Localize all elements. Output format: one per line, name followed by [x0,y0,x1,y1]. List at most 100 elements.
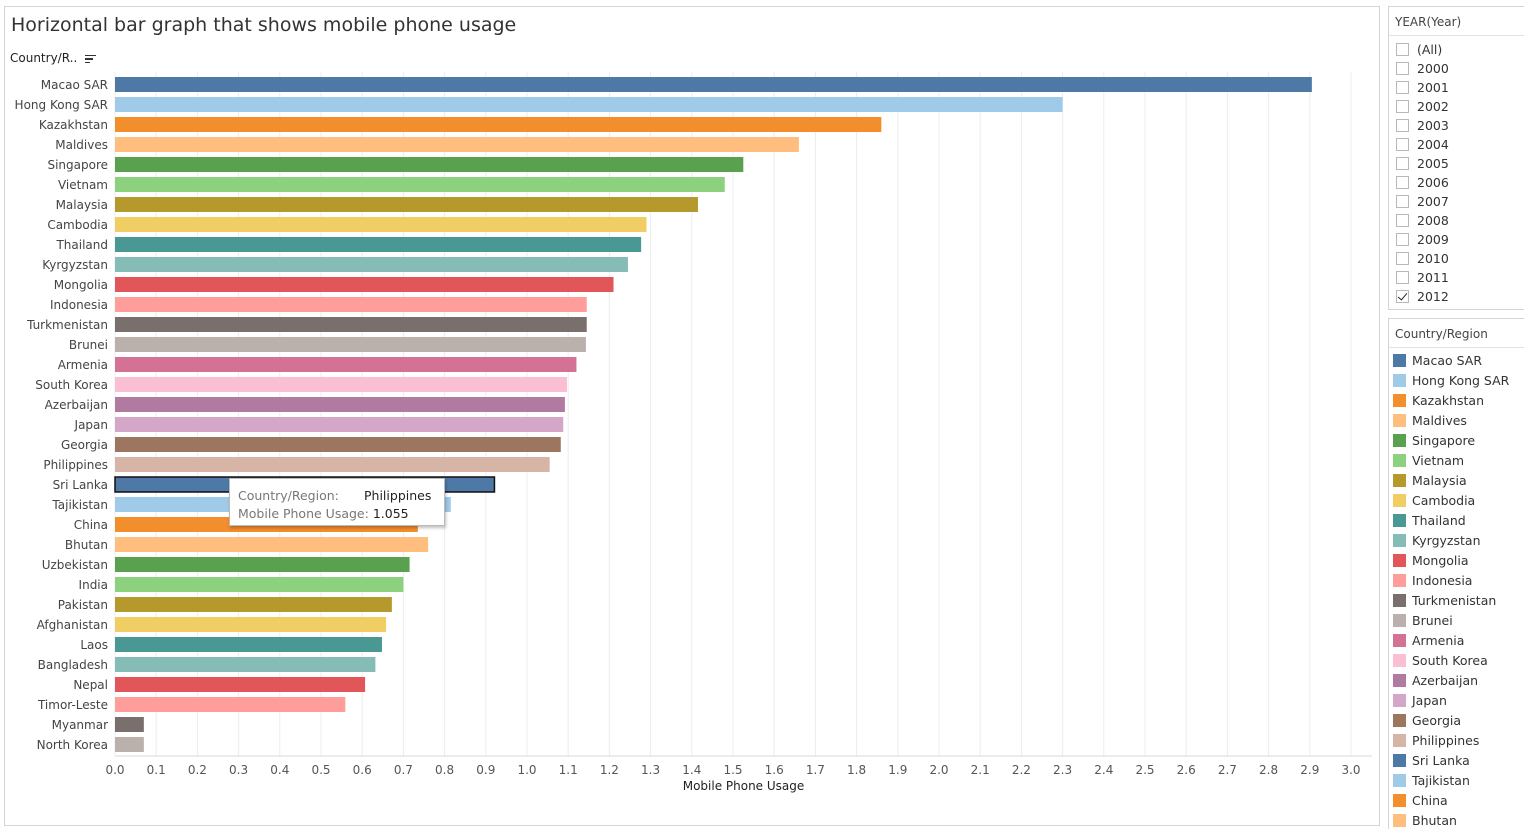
checkbox-icon[interactable] [1396,176,1409,189]
year-filter-item[interactable]: (All) [1389,40,1524,59]
bar[interactable] [115,157,744,172]
bar[interactable] [115,177,725,192]
checkbox-icon[interactable] [1396,62,1409,75]
bar[interactable] [115,457,550,472]
legend-item[interactable]: Turkmenistan [1389,590,1524,610]
legend-item[interactable]: Maldives [1389,410,1524,430]
bar[interactable] [115,257,628,272]
legend-item[interactable]: Armenia [1389,630,1524,650]
checkbox-icon[interactable] [1396,157,1409,170]
legend-swatch [1393,693,1406,707]
legend-swatch [1393,433,1406,447]
checkbox-icon[interactable] [1396,138,1409,151]
checkbox-icon[interactable] [1396,252,1409,265]
legend-item[interactable]: Azerbaijan [1389,670,1524,690]
checkbox-icon[interactable] [1396,43,1409,56]
legend-item[interactable]: Cambodia [1389,490,1524,510]
year-filter-item[interactable]: 2011 [1389,268,1524,287]
bar[interactable] [115,677,366,692]
year-filter-item[interactable]: 2001 [1389,78,1524,97]
legend-item[interactable]: Hong Kong SAR [1389,370,1524,390]
legend-item[interactable]: Thailand [1389,510,1524,530]
checkbox-checked-icon[interactable] [1396,290,1409,303]
bar[interactable] [115,377,567,392]
year-filter-item[interactable]: 2006 [1389,173,1524,192]
legend-item[interactable]: Indonesia [1389,570,1524,590]
year-filter-item[interactable]: 2010 [1389,249,1524,268]
bar[interactable] [115,137,799,152]
legend-swatch [1393,673,1406,687]
bar[interactable] [115,597,392,612]
legend-item[interactable]: Philippines [1389,730,1524,750]
bar[interactable] [115,717,144,732]
x-tick-label: 2.0 [929,763,948,777]
legend-item[interactable]: Sri Lanka [1389,750,1524,770]
year-filter-item[interactable]: 2004 [1389,135,1524,154]
bar[interactable] [115,657,376,672]
bar[interactable] [115,637,382,652]
legend-item[interactable]: Bhutan [1389,810,1524,829]
checkbox-icon[interactable] [1396,271,1409,284]
legend-swatch [1393,553,1406,567]
checkbox-icon[interactable] [1396,233,1409,246]
checkbox-icon[interactable] [1396,214,1409,227]
legend-item[interactable]: Vietnam [1389,450,1524,470]
bar[interactable] [115,297,587,312]
legend-item[interactable]: Singapore [1389,430,1524,450]
x-tick-label: 0.6 [353,763,372,777]
sort-descending-icon[interactable] [85,54,97,64]
year-filter-item[interactable]: 2012 [1389,287,1524,306]
year-filter-label: 2010 [1417,251,1449,266]
checkbox-icon[interactable] [1396,119,1409,132]
row-header-country[interactable]: Country/R.. [10,51,97,65]
x-axis-title: Mobile Phone Usage [682,779,805,793]
bar[interactable] [115,617,387,632]
bar[interactable] [115,697,346,712]
year-filter-item[interactable]: 2008 [1389,211,1524,230]
bar[interactable] [115,577,404,592]
bar[interactable] [115,317,587,332]
year-filter-item[interactable]: 2000 [1389,59,1524,78]
bar[interactable] [115,217,647,232]
legend-item[interactable]: China [1389,790,1524,810]
bar[interactable] [115,277,614,292]
legend-item[interactable]: Malaysia [1389,470,1524,490]
year-filter-item[interactable]: 2009 [1389,230,1524,249]
bar[interactable] [115,197,698,212]
bar[interactable] [115,417,564,432]
legend-item[interactable]: Brunei [1389,610,1524,630]
legend-item[interactable]: Georgia [1389,710,1524,730]
legend-item[interactable]: Tajikistan [1389,770,1524,790]
bar[interactable] [115,357,577,372]
legend-item[interactable]: South Korea [1389,650,1524,670]
bar[interactable] [115,237,642,252]
legend-item[interactable]: Kazakhstan [1389,390,1524,410]
category-label: Mongolia [54,278,108,292]
checkbox-icon[interactable] [1396,100,1409,113]
bar[interactable] [115,97,1063,112]
bar[interactable] [115,437,561,452]
legend-item[interactable]: Macao SAR [1389,350,1524,370]
legend-item[interactable]: Japan [1389,690,1524,710]
year-filter-item[interactable]: 2003 [1389,116,1524,135]
legend-swatch [1393,713,1406,727]
bar[interactable] [115,117,882,132]
year-filter-item[interactable]: 2005 [1389,154,1524,173]
checkbox-icon[interactable] [1396,81,1409,94]
legend-label: Turkmenistan [1412,592,1497,608]
bar[interactable] [115,397,565,412]
bar[interactable] [115,737,144,752]
x-tick-label: 1.4 [682,763,701,777]
x-tick-label: 1.5 [723,763,742,777]
checkbox-icon[interactable] [1396,195,1409,208]
year-filter-label: 2012 [1417,289,1449,304]
bar[interactable] [115,557,410,572]
legend-item[interactable]: Mongolia [1389,550,1524,570]
year-filter-item[interactable]: 2007 [1389,192,1524,211]
year-filter-item[interactable]: 2002 [1389,97,1524,116]
bar[interactable] [115,77,1312,92]
bar[interactable] [115,337,586,352]
bar[interactable] [115,537,429,552]
legend-label: South Korea [1412,652,1488,668]
legend-item[interactable]: Kyrgyzstan [1389,530,1524,550]
